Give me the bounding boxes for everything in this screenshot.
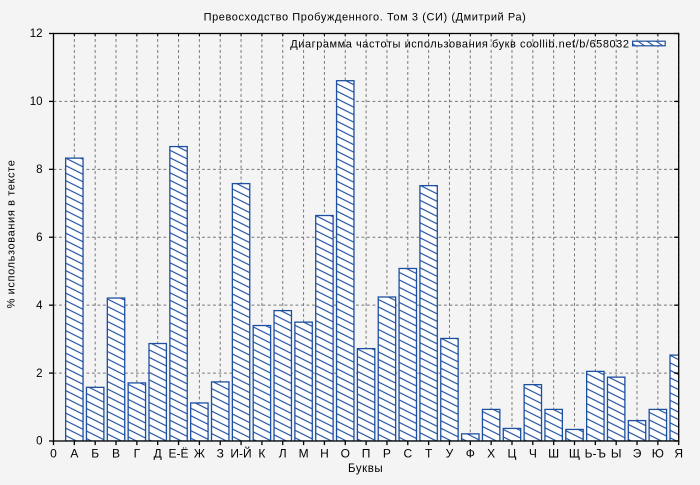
svg-text:Г: Г [134,447,141,461]
svg-text:Ц: Ц [508,447,517,461]
svg-text:Л: Л [279,447,287,461]
svg-text:Э: Э [633,447,642,461]
svg-text:0: 0 [36,436,42,448]
svg-text:И-Й: И-Й [230,446,251,461]
svg-text:% использования в тексте: % использования в тексте [6,160,18,309]
svg-text:12: 12 [30,28,43,40]
svg-text:Ю: Ю [652,447,664,461]
svg-text:В: В [112,447,120,461]
svg-text:Н: Н [320,447,329,461]
svg-text:4: 4 [36,300,43,312]
svg-text:Ы: Ы [611,447,622,461]
svg-text:Б: Б [91,447,99,461]
svg-text:М: М [299,447,309,461]
svg-text:Превосходство Пробужденного. Т: Превосходство Пробужденного. Том 3 (СИ) … [204,12,527,24]
svg-text:Буквы: Буквы [348,463,383,475]
svg-text:О: О [341,447,350,461]
svg-text:Х: Х [487,447,495,461]
svg-text:Ф: Ф [466,447,475,461]
svg-text:0: 0 [50,447,57,461]
svg-text:Щ: Щ [569,447,580,461]
svg-text:6: 6 [36,232,42,244]
svg-text:П: П [362,447,371,461]
svg-text:А: А [70,447,78,461]
svg-text:8: 8 [36,164,42,176]
svg-text:Т: Т [425,447,433,461]
svg-text:2: 2 [36,368,42,380]
svg-text:Д: Д [154,447,162,461]
svg-text:Е-Ё: Е-Ё [169,447,189,461]
svg-text:К: К [258,447,265,461]
svg-text:Я: Я [674,447,683,461]
svg-text:У: У [446,447,454,461]
svg-text:С: С [403,447,412,461]
svg-text:10: 10 [30,96,43,108]
svg-text:Ь-Ъ: Ь-Ъ [585,447,606,461]
svg-text:Ч: Ч [529,447,537,461]
svg-text:Ш: Ш [548,447,559,461]
svg-text:Диаграмма частоты использовани: Диаграмма частоты использования букв coo… [290,39,629,51]
svg-text:З: З [217,447,224,461]
svg-text:Ж: Ж [194,447,205,461]
svg-text:Р: Р [383,447,391,461]
